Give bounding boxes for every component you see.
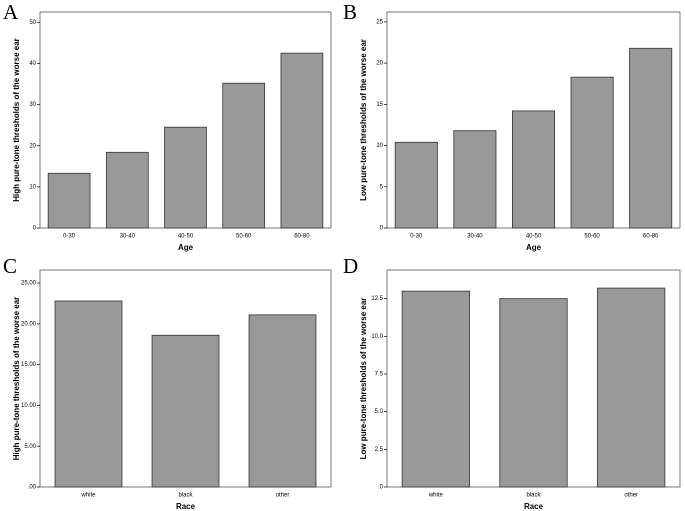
y-tick-label: .00 [28, 485, 37, 491]
y-tick-label: 40 [29, 61, 36, 67]
panel-label: C [3, 254, 17, 278]
bar [151, 334, 220, 488]
y-tick-label: 12.5 [371, 296, 383, 302]
y-tick-label: 10 [29, 184, 36, 190]
x-tick-label: 30-40 [120, 234, 136, 240]
x-tick-label: 50-60 [236, 234, 252, 240]
panel-label: B [343, 0, 357, 24]
x-tick-label: black [178, 493, 193, 499]
y-tick-label: 20.00 [21, 321, 37, 327]
x-tick-label: other [624, 493, 638, 499]
y-tick-label: 5.00 [24, 444, 36, 450]
x-axis-label: Race [176, 502, 196, 511]
y-axis-label: Low pure-tone thresholds of the worse ea… [359, 39, 368, 201]
bar [105, 151, 149, 229]
y-tick-label: 7.5 [375, 372, 384, 378]
x-axis-label: Age [178, 243, 194, 252]
y-axis-label: High pure-tone thresholds of the worse e… [12, 38, 21, 202]
x-axis-label: Race [524, 502, 544, 511]
x-tick-label: 30-40 [467, 234, 483, 240]
x-tick-label: 60-80 [643, 234, 659, 240]
x-tick-label: 0-30 [410, 234, 423, 240]
bar [222, 82, 266, 229]
bar [453, 130, 497, 229]
bar [280, 52, 324, 229]
y-axis-label: High pure-tone thresholds of the worse e… [12, 297, 21, 461]
y-tick-label: 5.0 [375, 409, 384, 415]
x-tick-label: white [80, 493, 96, 499]
y-tick-label: 0 [380, 226, 384, 232]
y-tick-label: 10.00 [21, 403, 37, 409]
y-tick-label: 20 [29, 143, 36, 149]
x-axis-label: Age [526, 243, 542, 252]
x-tick-label: black [526, 493, 541, 499]
bar [394, 141, 438, 229]
x-tick-label: 40-50 [178, 234, 194, 240]
bar [164, 126, 207, 229]
bar [570, 76, 614, 229]
x-tick-label: white [428, 493, 444, 499]
y-tick-label: 15.00 [21, 362, 37, 368]
panel-label: A [3, 0, 19, 24]
y-tick-label: 25.00 [21, 281, 37, 287]
y-tick-label: .0 [378, 485, 384, 491]
bar [401, 290, 470, 488]
bar [597, 287, 666, 488]
y-tick-label: 50 [29, 20, 36, 26]
bar [499, 298, 568, 488]
x-tick-label: 50-60 [584, 234, 600, 240]
x-tick-label: 40-50 [526, 234, 542, 240]
y-tick-label: 5 [380, 184, 384, 190]
y-tick-label: 2.5 [375, 447, 384, 453]
bar [629, 47, 673, 229]
y-tick-label: 15 [376, 102, 383, 108]
y-tick-label: 30 [29, 102, 36, 108]
x-tick-label: other [276, 493, 290, 499]
bar [47, 172, 91, 229]
y-tick-label: 10 [376, 143, 383, 149]
y-tick-label: 20 [376, 61, 383, 67]
bar [512, 110, 555, 229]
y-tick-label: 0 [33, 226, 37, 232]
y-tick-label: 25 [376, 19, 383, 25]
panel-label: D [343, 254, 358, 278]
y-axis-label: Low pure-tone thresholds of the worse ea… [359, 298, 368, 460]
x-tick-label: 0-30 [63, 234, 76, 240]
y-tick-label: 10.0 [371, 334, 383, 340]
x-tick-label: 60-80 [294, 234, 310, 240]
bar [54, 300, 123, 488]
bar [248, 314, 317, 488]
